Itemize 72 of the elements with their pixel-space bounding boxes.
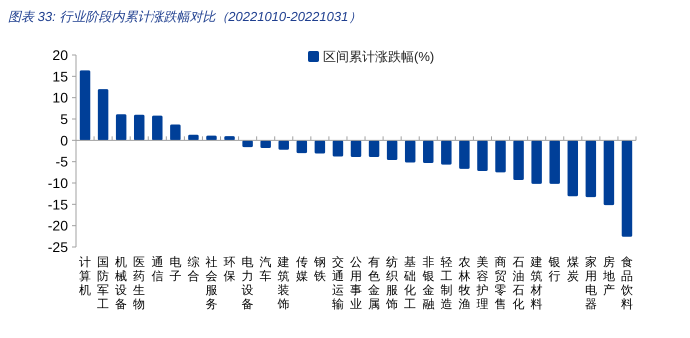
bar — [314, 140, 326, 154]
bar — [350, 140, 362, 157]
x-tick-label: 家用电器 — [584, 255, 597, 311]
y-tick-label: -15 — [48, 196, 68, 212]
legend-label: 区间累计涨跌幅(%) — [323, 49, 434, 64]
x-tick-label: 纺织服饰 — [385, 255, 398, 311]
x-tick-label: 煤炭 — [566, 255, 579, 283]
x-tick-label: 钢铁 — [312, 255, 326, 283]
chart-title: 图表 33: 行业阶段内累计涨跌幅对比（20221010-20221031） — [8, 9, 362, 24]
y-tick-label: -20 — [48, 218, 68, 234]
x-tick-label: 通信 — [151, 255, 164, 283]
y-tick-label: 0 — [60, 132, 68, 148]
bar — [260, 140, 271, 148]
x-tick-label: 建筑装饰 — [276, 255, 290, 311]
bar — [296, 140, 308, 154]
x-tick-label: 计算机 — [79, 255, 92, 297]
bar — [134, 114, 144, 140]
bar — [206, 136, 217, 140]
bar — [170, 124, 181, 140]
bar — [622, 140, 632, 237]
bar — [513, 140, 524, 180]
bar — [224, 136, 235, 140]
bar — [441, 140, 452, 165]
x-tick-label: 银行 — [548, 255, 561, 283]
y-tick-label: -10 — [48, 175, 68, 191]
x-tick-label: 国防军工 — [97, 255, 110, 311]
x-tick-label: 基础化工 — [403, 255, 416, 311]
x-tick-label: 传媒 — [296, 255, 308, 283]
y-tick-label: -5 — [56, 154, 68, 170]
x-tick-label: 综合 — [187, 255, 200, 283]
x-tick-label: 汽车 — [260, 255, 272, 283]
bar — [586, 140, 596, 198]
bar — [459, 140, 470, 169]
x-tick-label: 公用事业 — [350, 255, 362, 311]
x-tick-label: 社会服务 — [205, 255, 218, 311]
x-tick-label: 房地产 — [602, 255, 615, 297]
x-tick-label: 轻工制造 — [440, 255, 452, 311]
bar — [604, 140, 614, 206]
x-tick-label: 交通运输 — [332, 255, 344, 311]
bar — [549, 140, 560, 184]
bar — [116, 114, 126, 140]
bar — [368, 140, 380, 157]
x-tick-label: 医药生物 — [133, 255, 146, 311]
bar — [278, 140, 289, 150]
x-tick-label: 机械设备 — [115, 255, 128, 311]
x-tick-label: 商贸零售 — [494, 255, 507, 311]
x-tick-label: 电子 — [169, 255, 182, 283]
x-tick-label: 有色金属 — [368, 255, 380, 311]
bar — [98, 89, 108, 140]
x-tick-label: 石油石化 — [512, 255, 525, 311]
bar — [386, 140, 398, 160]
y-tick-label: 5 — [60, 111, 68, 127]
bar — [332, 140, 344, 157]
bar — [477, 140, 488, 172]
bar — [495, 140, 506, 172]
y-tick-label: 10 — [52, 90, 68, 106]
x-tick-label: 环保 — [224, 255, 236, 283]
x-tick-label: 非银金融 — [421, 255, 434, 311]
bar — [423, 140, 434, 163]
bar — [404, 140, 416, 163]
bar — [152, 116, 163, 140]
x-tick-label: 电力设备 — [242, 255, 254, 311]
y-tick-label: 15 — [52, 68, 68, 84]
x-tick-label: 建筑材料 — [530, 255, 543, 311]
bar — [80, 70, 90, 140]
bar — [568, 140, 578, 196]
y-tick-label: 20 — [52, 47, 68, 63]
x-tick-label: 食品饮料 — [620, 255, 633, 311]
bar — [531, 140, 542, 184]
y-tick-label: -25 — [48, 239, 68, 255]
x-tick-label: 美容护理 — [475, 255, 488, 311]
x-tick-label: 农林牧渔 — [457, 255, 470, 311]
